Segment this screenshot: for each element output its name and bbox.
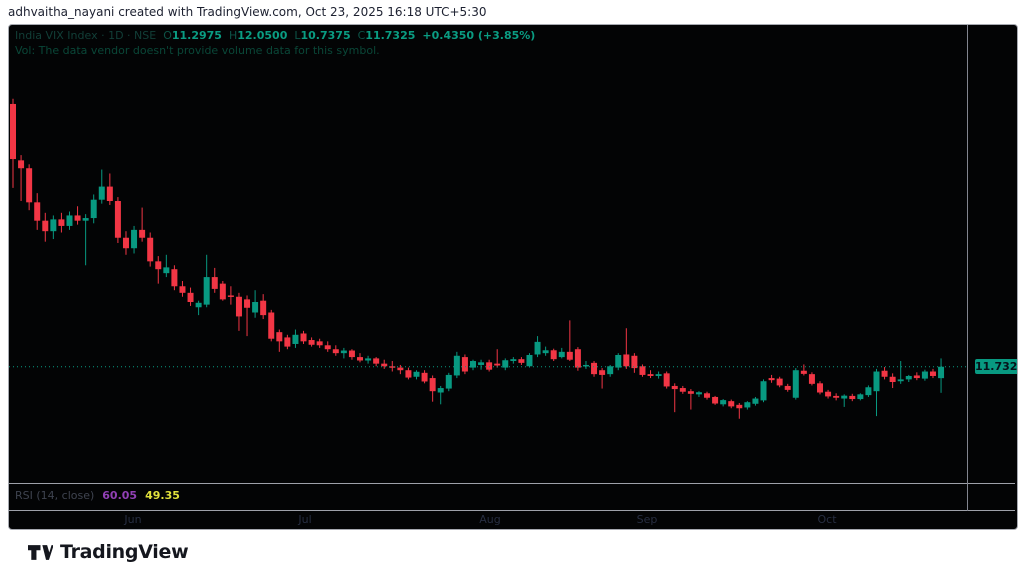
price-axis-border: [967, 25, 968, 527]
price-axis[interactable]: 24.000023.000022.000021.000020.000019.00…: [968, 25, 1015, 510]
high-key: H: [228, 29, 238, 42]
candlestick-chart[interactable]: [9, 25, 1015, 483]
high-value: 12.0500: [237, 29, 288, 42]
chart-frame: India VIX Index · 1D · NSE O11.2975 H12.05…: [8, 24, 1018, 530]
close-value: 11.7325: [365, 29, 416, 42]
tradingview-logo-text: TradingView: [60, 541, 189, 563]
rsi-title[interactable]: RSI (14, close): [15, 489, 95, 502]
low-key: L: [294, 29, 301, 42]
pane-separator[interactable]: [9, 483, 1015, 484]
symbol-title[interactable]: India VIX Index · 1D · NSE: [15, 29, 157, 42]
close-key: C: [357, 29, 366, 42]
attribution-text: adhvaitha_nayani created with TradingVie…: [8, 5, 487, 19]
time-tick-label: Jun: [124, 513, 142, 526]
last-price-label: 11.7325: [975, 359, 1017, 375]
rsi-ma-value: 49.35: [145, 489, 180, 502]
rsi-legend[interactable]: RSI (14, close) 60.05 49.35: [15, 489, 180, 502]
tradingview-logo[interactable]: TradingView: [28, 541, 189, 563]
open-key: O: [163, 29, 172, 42]
time-axis[interactable]: Jun Jul Aug Sep Oct: [9, 511, 1015, 527]
rsi-pane[interactable]: RSI (14, close) 60.05 49.35: [9, 484, 1015, 510]
time-tick-label: Aug: [479, 513, 501, 526]
open-value: 11.2975: [171, 29, 222, 42]
time-tick-label: Oct: [817, 513, 837, 526]
change-value: +0.4350 (+3.85%): [422, 29, 536, 42]
volume-note: Vol: The data vendor doesn't provide vol…: [15, 44, 380, 57]
time-tick-label: Jul: [298, 513, 312, 526]
symbol-legend[interactable]: India VIX Index · 1D · NSE O11.2975 H12.05…: [15, 29, 535, 42]
price-pane[interactable]: India VIX Index · 1D · NSE O11.2975 H12.05…: [9, 25, 1015, 483]
tradingview-glyph-icon: [28, 544, 54, 561]
rsi-value: 60.05: [102, 489, 138, 502]
pane-separator[interactable]: [9, 510, 1015, 511]
time-tick-label: Sep: [636, 513, 658, 526]
low-value: 10.7375: [300, 29, 351, 42]
